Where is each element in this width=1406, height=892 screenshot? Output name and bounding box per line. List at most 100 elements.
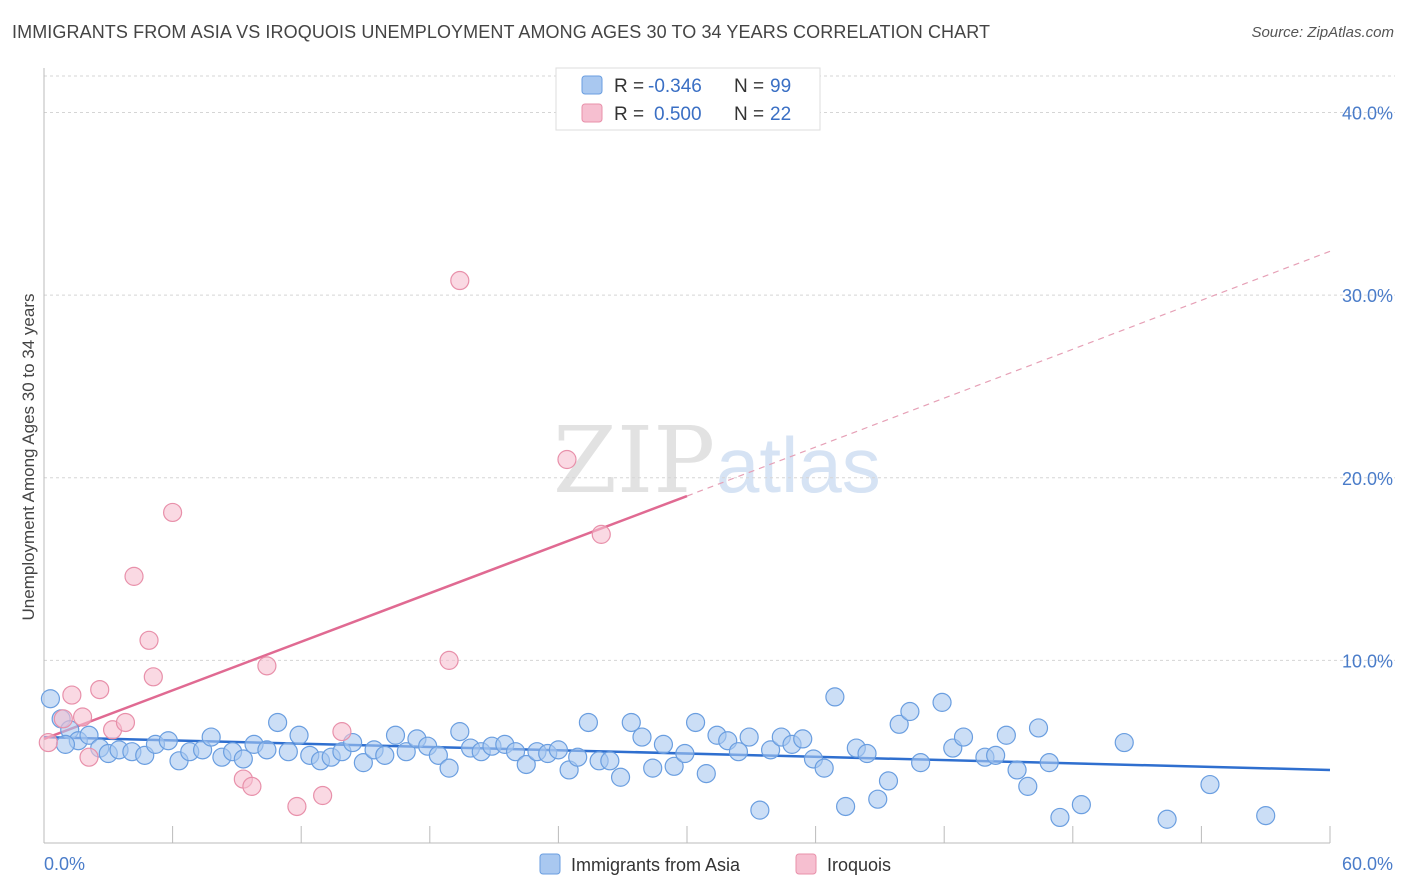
data-point-asia-33 xyxy=(396,742,416,762)
data-point-asia-79 xyxy=(889,714,909,734)
data-point-asia-78 xyxy=(878,771,899,791)
data-point-asia-44 xyxy=(516,754,536,775)
data-point-asia-21 xyxy=(268,712,288,733)
data-point-iroquois-21 xyxy=(591,524,611,544)
data-point-asia-80 xyxy=(900,701,920,722)
data-point-asia-4 xyxy=(79,725,99,745)
x-tick-labels: 0.0% 60.0% xyxy=(44,854,1393,874)
data-point-asia-98 xyxy=(55,734,76,754)
data-point-iroquois-15 xyxy=(287,796,307,817)
bottom-legend-swatch-iroquois xyxy=(795,853,817,875)
data-point-asia-58 xyxy=(664,756,684,776)
data-point-asia-86 xyxy=(986,745,1006,765)
data-point-iroquois-0 xyxy=(38,732,58,753)
data-point-asia-23 xyxy=(289,725,309,745)
data-point-iroquois-2 xyxy=(62,685,82,705)
legend-r-label-asia: R = xyxy=(614,76,644,97)
data-point-asia-31 xyxy=(375,745,395,765)
data-point-asia-11 xyxy=(158,731,178,751)
data-point-asia-81 xyxy=(911,753,931,773)
data-point-iroquois-11 xyxy=(163,502,183,523)
legend-n-value-iroquois: 22 xyxy=(770,104,791,125)
correlation-legend: R = -0.346 N = 99 R = 0.500 N = 22 xyxy=(555,67,821,131)
data-point-asia-76 xyxy=(857,743,877,764)
data-point-asia-84 xyxy=(953,727,974,747)
data-point-asia-29 xyxy=(353,753,373,773)
data-point-asia-77 xyxy=(868,789,888,809)
data-point-asia-22 xyxy=(278,742,298,762)
data-point-asia-65 xyxy=(739,727,759,747)
watermark-atlas: atlas xyxy=(716,421,881,509)
legend-n-label-iroquois: N = xyxy=(734,104,764,125)
data-point-asia-57 xyxy=(653,734,674,754)
data-point-asia-66 xyxy=(750,800,770,820)
data-point-asia-43 xyxy=(505,742,526,762)
data-point-asia-50 xyxy=(578,712,599,733)
data-point-asia-73 xyxy=(825,687,845,707)
data-point-iroquois-9 xyxy=(139,630,159,650)
data-point-asia-64 xyxy=(728,742,749,762)
data-point-asia-59 xyxy=(675,743,695,764)
x-tick-label-min: 0.0% xyxy=(44,854,85,874)
legend-swatch-iroquois xyxy=(581,103,603,123)
legend-r-value-iroquois: 0.500 xyxy=(654,104,702,125)
data-point-iroquois-19 xyxy=(450,270,470,291)
data-point-asia-74 xyxy=(836,796,856,817)
data-point-iroquois-14 xyxy=(257,656,277,676)
data-point-asia-52 xyxy=(600,751,620,771)
y-axis-label: Unemployment Among Ages 30 to 34 years xyxy=(19,294,38,621)
y-tick-label-20: 20.0% xyxy=(1342,469,1393,489)
data-point-iroquois-20 xyxy=(557,449,577,470)
bottom-legend-label-asia: Immigrants from Asia xyxy=(571,855,741,875)
data-point-asia-88 xyxy=(1007,760,1027,780)
data-point-asia-0 xyxy=(40,689,61,709)
bottom-legend-label-iroquois: Iroquois xyxy=(827,855,891,875)
data-point-asia-92 xyxy=(1050,807,1070,828)
data-point-iroquois-4 xyxy=(79,747,99,767)
data-point-asia-20 xyxy=(257,740,277,760)
y-tick-label-30: 30.0% xyxy=(1342,286,1393,306)
legend-r-label-iroquois: R = xyxy=(614,104,644,125)
data-point-asia-97 xyxy=(1256,806,1276,826)
data-point-asia-55 xyxy=(632,727,652,747)
bottom-legend-swatch-asia xyxy=(539,853,561,875)
gridlines xyxy=(44,75,1395,661)
data-point-asia-67 xyxy=(760,740,781,760)
data-point-asia-49 xyxy=(568,747,588,767)
data-point-asia-54 xyxy=(621,712,641,733)
data-point-iroquois-3 xyxy=(72,707,93,727)
data-point-asia-38 xyxy=(450,722,470,742)
data-point-asia-61 xyxy=(696,764,716,784)
data-point-iroquois-7 xyxy=(115,712,136,733)
data-point-asia-70 xyxy=(793,729,813,749)
data-point-asia-87 xyxy=(996,725,1016,745)
data-point-asia-93 xyxy=(1071,795,1091,815)
y-tick-labels: 10.0% 20.0% 30.0% 40.0% xyxy=(1342,104,1393,672)
data-point-asia-18 xyxy=(233,749,253,769)
data-point-iroquois-10 xyxy=(143,667,163,687)
legend-n-value-asia: 99 xyxy=(770,76,791,97)
series-legend: Immigrants from Asia Iroquois xyxy=(539,853,891,875)
legend-r-value-asia: -0.346 xyxy=(648,76,702,97)
data-point-asia-90 xyxy=(1028,718,1049,738)
data-point-asia-94 xyxy=(1114,732,1134,753)
trend-line-iroquois xyxy=(43,494,688,741)
chart-title: IMMIGRANTS FROM ASIA VS IROQUOIS UNEMPLO… xyxy=(12,22,991,42)
y-tick-label-40: 40.0% xyxy=(1342,104,1393,124)
data-point-iroquois-17 xyxy=(332,722,352,742)
data-point-iroquois-18 xyxy=(439,650,459,670)
data-point-asia-53 xyxy=(610,767,631,787)
trend-line-iroquois-extended xyxy=(686,250,1331,497)
chart-source: Source: ZipAtlas.com xyxy=(1251,24,1394,41)
legend-n-label-asia: N = xyxy=(734,76,764,97)
data-point-asia-72 xyxy=(814,758,834,778)
data-point-iroquois-13 xyxy=(242,776,262,796)
data-point-asia-36 xyxy=(428,745,448,765)
y-tick-label-10: 10.0% xyxy=(1342,651,1393,671)
data-points xyxy=(38,270,1276,829)
axes xyxy=(43,68,1331,844)
data-point-asia-82 xyxy=(932,692,952,712)
data-point-asia-95 xyxy=(1157,809,1177,829)
data-point-asia-91 xyxy=(1039,753,1059,773)
